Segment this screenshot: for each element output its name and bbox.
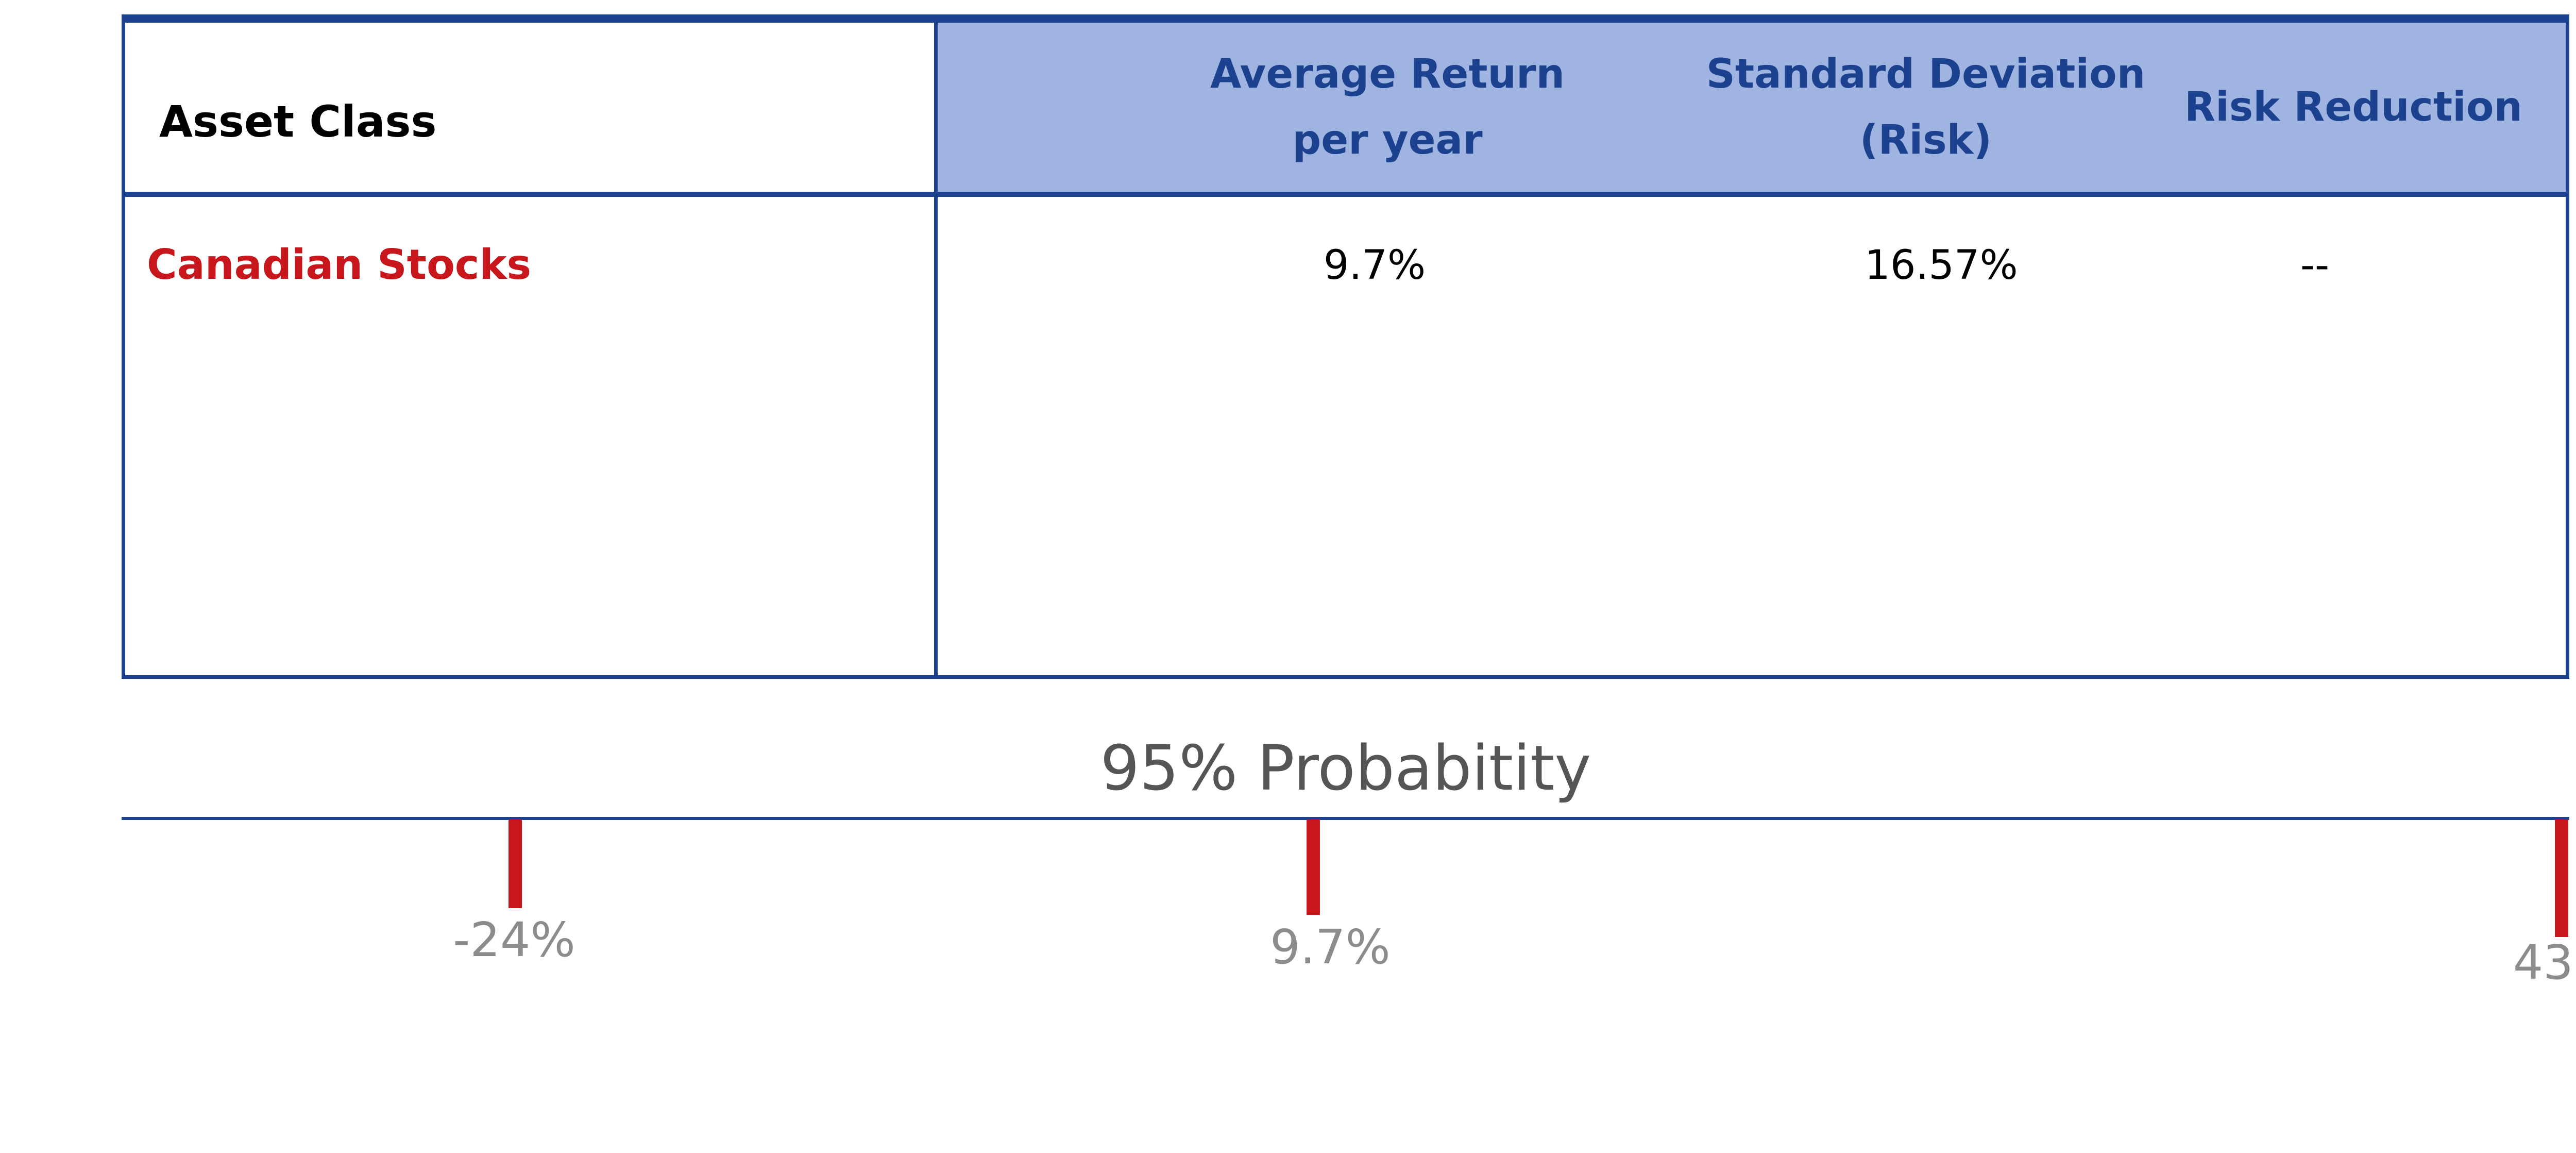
header-asset-class: Asset Class (159, 96, 437, 147)
row-average-return: 9.7% (1323, 242, 1426, 289)
probability-title: 95% Probabitity (1100, 733, 1591, 805)
tick-high (2555, 820, 2568, 937)
row-risk-reduction: -- (2300, 242, 2330, 289)
header-first-cell (125, 23, 934, 192)
tick-low (509, 820, 522, 908)
header-average-return: Average Return per year (1078, 23, 1697, 192)
row-asset-name: Canadian Stocks (147, 241, 532, 289)
header-risk-reduction-label: Risk Reduction (2184, 84, 2522, 130)
table-header-row: Asset Class Average Return per year Stan… (125, 23, 2566, 197)
header-risk-reduction: Risk Reduction (2134, 23, 2572, 192)
header-standard-deviation: Standard Deviation (Risk) (1604, 23, 2248, 192)
tick-label-low: -24% (453, 912, 575, 967)
header-standard-deviation-line2: (Risk) (1859, 117, 1992, 163)
tick-label-high: 43% (2513, 935, 2576, 990)
header-average-return-line1: Average Return (1210, 51, 1565, 97)
tick-label-mid: 9.7% (1270, 920, 1391, 975)
row-standard-deviation: 16.57% (1865, 242, 2018, 289)
tick-mid (1307, 820, 1320, 915)
header-highlight-cells (934, 23, 2566, 192)
column-divider (934, 23, 938, 675)
header-standard-deviation-line1: Standard Deviation (1706, 51, 2146, 97)
probability-axis-line (122, 817, 2569, 820)
header-average-return-line2: per year (1292, 117, 1483, 163)
asset-table: Asset Class Average Return per year Stan… (122, 14, 2569, 679)
